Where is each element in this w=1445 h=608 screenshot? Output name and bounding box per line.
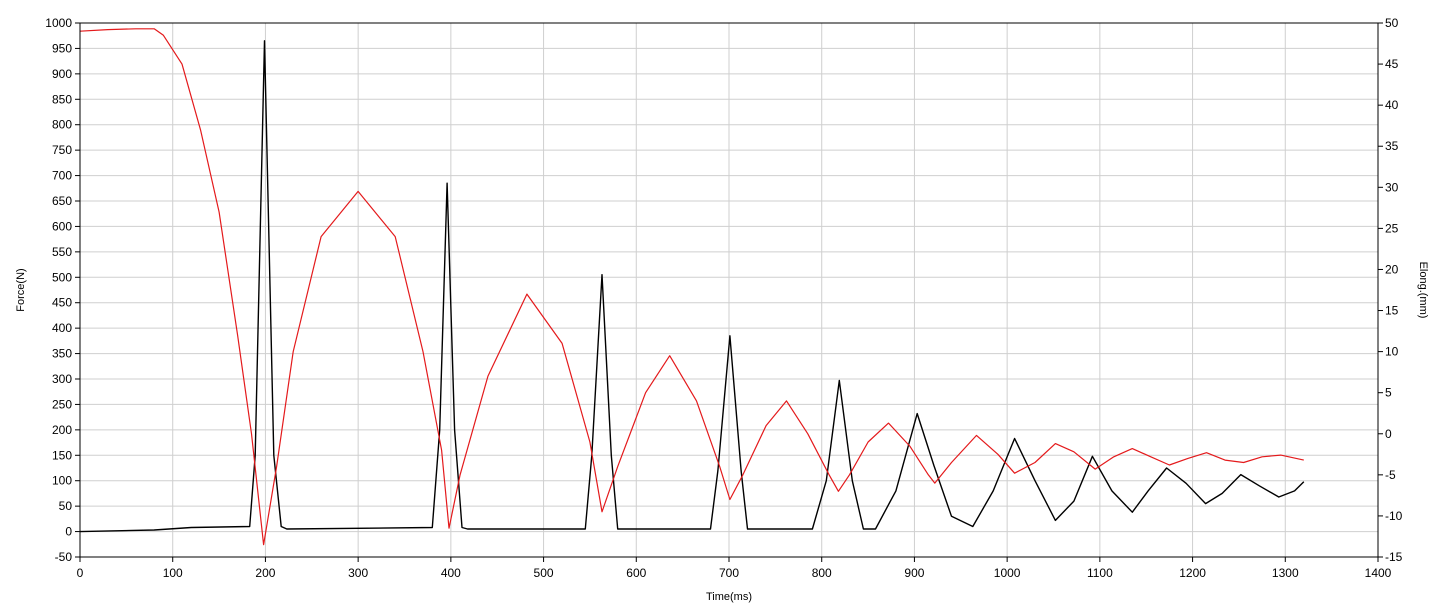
x-tick-label: 1100 bbox=[1087, 566, 1113, 580]
y-axis-right-label: Elong.(mm) bbox=[1417, 262, 1429, 319]
x-tick-label: 200 bbox=[255, 566, 275, 580]
y-left-tick-label: 750 bbox=[52, 143, 72, 157]
x-tick-label: 800 bbox=[812, 566, 832, 580]
y-left-tick-label: 900 bbox=[52, 67, 72, 81]
y-left-tick-label: 500 bbox=[52, 270, 72, 284]
grid-lines bbox=[79, 22, 1379, 558]
y-right-tick-label: 5 bbox=[1385, 386, 1392, 400]
axis-labels: Time(ms) Force(N) Elong.(mm) bbox=[15, 262, 1429, 603]
y-right-tick-label: 35 bbox=[1385, 139, 1399, 153]
y-left-tick-label: 450 bbox=[52, 296, 72, 310]
x-tick-label: 600 bbox=[626, 566, 646, 580]
y-left-tick-label: 250 bbox=[52, 397, 72, 411]
x-tick-label: 700 bbox=[719, 566, 739, 580]
plot-series bbox=[79, 28, 1305, 546]
y-left-tick-label: 50 bbox=[59, 499, 73, 513]
y-left-tick-label: 700 bbox=[52, 169, 72, 183]
y-left-tick-label: 400 bbox=[52, 321, 72, 335]
y-left-tick-label: 800 bbox=[52, 118, 72, 132]
x-tick-label: 1200 bbox=[1179, 566, 1206, 580]
y-left-tick-label: -50 bbox=[55, 550, 73, 564]
x-tick-label: 400 bbox=[441, 566, 461, 580]
axis-ticks: 0 100 200 300 400 500 600 700 800 900 1000 1100 1200… bbox=[45, 16, 1402, 580]
y-right-tick-label: 50 bbox=[1385, 16, 1399, 30]
x-tick-label: 100 bbox=[163, 566, 183, 580]
y-left-tick-label: 0 bbox=[65, 525, 72, 539]
y-right-tick-label: 25 bbox=[1385, 221, 1399, 235]
y-right-tick-label: -10 bbox=[1385, 509, 1403, 523]
y-left-tick-label: 650 bbox=[52, 194, 72, 208]
x-tick-label: 1000 bbox=[994, 566, 1021, 580]
y-right-tick-label: 15 bbox=[1385, 304, 1399, 318]
y-left-tick-label: 550 bbox=[52, 245, 72, 259]
y-left-tick-label: 950 bbox=[52, 41, 72, 55]
y-left-tick-label: 200 bbox=[52, 423, 72, 437]
x-tick-label: 1300 bbox=[1272, 566, 1299, 580]
y-left-tick-label: 150 bbox=[52, 448, 72, 462]
x-tick-label: 1400 bbox=[1365, 566, 1392, 580]
plot-frame bbox=[79, 22, 1379, 558]
elongation-series-line bbox=[79, 28, 1304, 546]
y-right-tick-label: -15 bbox=[1385, 550, 1403, 564]
y-right-tick-label: 10 bbox=[1385, 345, 1399, 359]
y-right-tick-label: 40 bbox=[1385, 98, 1399, 112]
y-left-tick-label: 100 bbox=[52, 474, 72, 488]
y-axis-left-label: Force(N) bbox=[15, 268, 27, 311]
y-right-tick-label: 0 bbox=[1385, 427, 1392, 441]
y-right-tick-label: 20 bbox=[1385, 262, 1399, 276]
plot-border bbox=[79, 22, 1379, 558]
x-axis-label: Time(ms) bbox=[706, 591, 752, 603]
y-left-tick-label: 300 bbox=[52, 372, 72, 386]
y-left-tick-label: 850 bbox=[52, 92, 72, 106]
y-right-tick-label: 30 bbox=[1385, 180, 1399, 194]
x-tick-label: 0 bbox=[77, 566, 84, 580]
y-left-tick-label: 350 bbox=[52, 347, 72, 361]
x-tick-label: 500 bbox=[534, 566, 554, 580]
y-right-tick-label: 45 bbox=[1385, 57, 1399, 71]
y-left-tick-label: 1000 bbox=[45, 16, 72, 30]
x-tick-label: 900 bbox=[904, 566, 924, 580]
y-right-tick-label: -5 bbox=[1385, 468, 1396, 482]
y-left-tick-label: 600 bbox=[52, 219, 72, 233]
x-tick-label: 300 bbox=[348, 566, 368, 580]
force-series-line bbox=[79, 40, 1305, 533]
